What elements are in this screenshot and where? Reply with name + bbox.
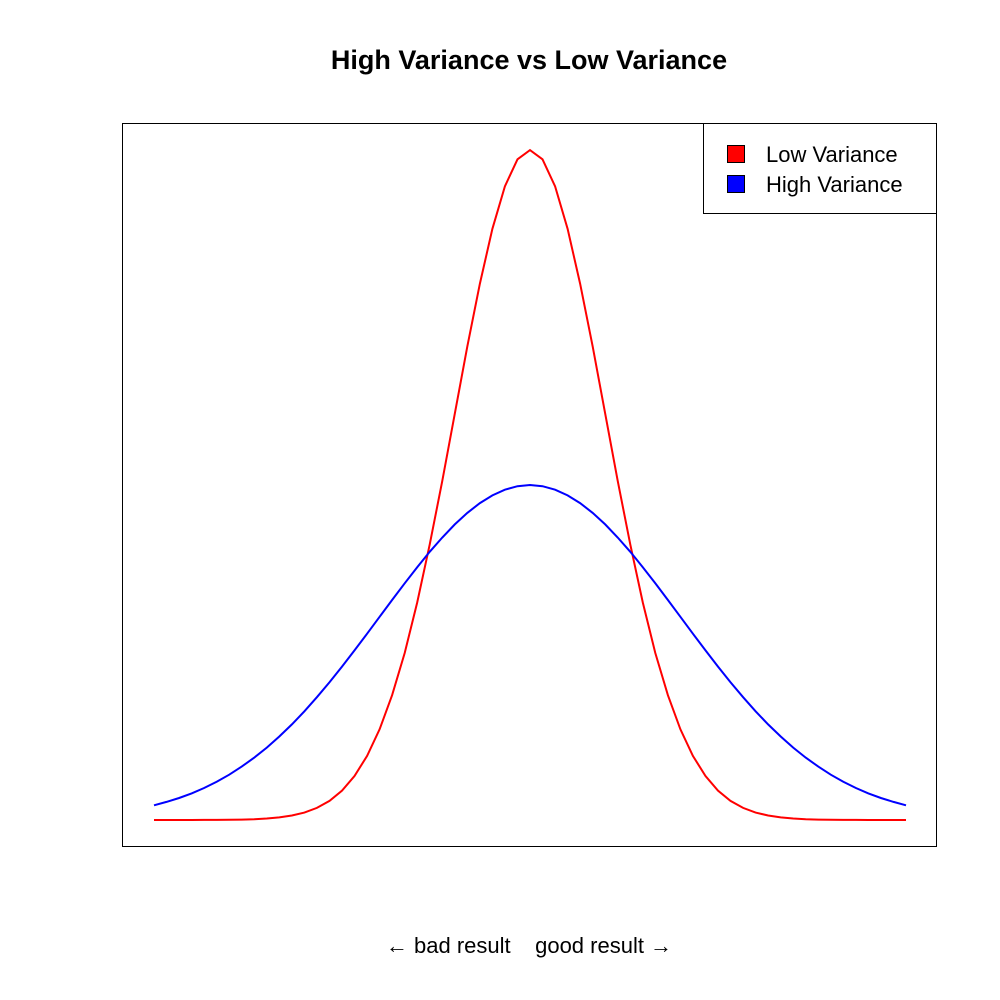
legend-label-high-variance: High Variance [766,172,903,197]
series-line-low-variance [154,148,906,821]
series-line-high-variance [153,483,907,807]
legend-box [703,123,937,214]
legend-label-low-variance: Low Variance [766,142,898,167]
chart-title: High Variance vs Low Variance [330,45,728,75]
x-axis-label: ← bad result good result → [385,933,673,958]
legend-swatch-low-variance [727,145,745,163]
legend: Low Variance High Variance [703,123,937,214]
legend-swatch-high-variance [727,175,745,193]
plot-frame [122,123,937,847]
